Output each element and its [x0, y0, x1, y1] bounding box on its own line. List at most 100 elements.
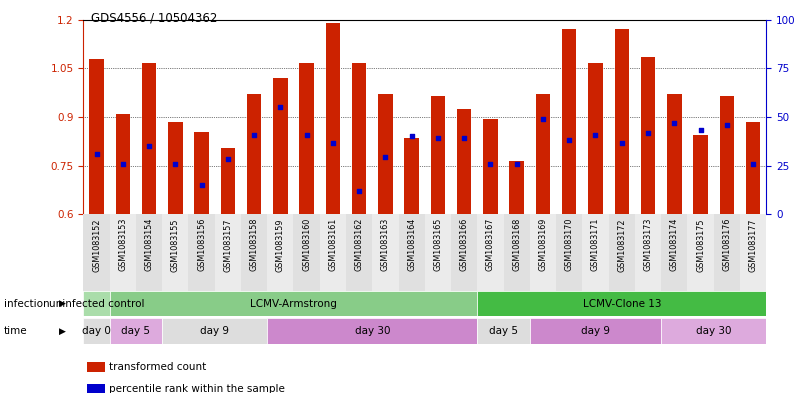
Point [563, 136, 576, 143]
Bar [83, 291, 110, 316]
Text: day 5: day 5 [489, 326, 518, 336]
Text: day 9: day 9 [200, 326, 229, 336]
Bar [582, 214, 609, 291]
Text: GSM1083157: GSM1083157 [223, 218, 233, 272]
Text: GSM1083175: GSM1083175 [696, 218, 705, 272]
Text: GSM1083169: GSM1083169 [538, 218, 548, 272]
Text: GSM1083176: GSM1083176 [723, 218, 731, 272]
Text: GDS4556 / 10504362: GDS4556 / 10504362 [91, 12, 218, 25]
Bar [294, 214, 320, 291]
Point [720, 122, 733, 128]
Point [432, 135, 445, 141]
Bar [268, 318, 477, 344]
Bar [503, 214, 530, 291]
Point [537, 116, 549, 122]
Bar [116, 114, 130, 214]
Text: day 5: day 5 [121, 326, 150, 336]
Bar [372, 214, 399, 291]
Point [169, 161, 182, 167]
Bar [661, 318, 766, 344]
Text: day 30: day 30 [696, 326, 731, 336]
Text: LCMV-Armstrong: LCMV-Armstrong [250, 299, 337, 309]
Point [222, 156, 234, 162]
Bar [188, 214, 214, 291]
Bar [83, 318, 110, 344]
Text: GSM1083171: GSM1083171 [591, 218, 600, 272]
Bar [195, 132, 209, 214]
Bar [320, 214, 346, 291]
Bar [404, 138, 419, 214]
Text: GSM1083156: GSM1083156 [197, 218, 206, 272]
Bar [536, 94, 550, 214]
Bar [714, 214, 740, 291]
Bar [89, 59, 104, 214]
Point [746, 161, 759, 167]
Bar [609, 214, 635, 291]
Bar [484, 119, 498, 214]
Bar [162, 214, 188, 291]
Text: percentile rank within the sample: percentile rank within the sample [109, 384, 285, 393]
Bar [110, 318, 162, 344]
Bar [83, 214, 110, 291]
Bar [221, 148, 235, 214]
Bar [477, 291, 766, 316]
Point [248, 132, 260, 138]
Point [589, 132, 602, 138]
Point [117, 161, 129, 167]
Bar [641, 57, 655, 214]
Bar [110, 291, 477, 316]
Bar [661, 214, 688, 291]
Bar [635, 214, 661, 291]
Point [353, 188, 365, 195]
Bar [110, 214, 136, 291]
Text: GSM1083153: GSM1083153 [118, 218, 127, 272]
Text: GSM1083160: GSM1083160 [302, 218, 311, 271]
Text: uninfected control: uninfected control [48, 299, 145, 309]
Text: GSM1083172: GSM1083172 [617, 218, 626, 272]
Point [668, 120, 680, 127]
Point [458, 135, 471, 141]
Bar [378, 94, 392, 214]
Bar [588, 63, 603, 214]
Point [195, 182, 208, 188]
Bar [214, 214, 241, 291]
Bar [667, 94, 681, 214]
Bar [268, 214, 294, 291]
Text: GSM1083155: GSM1083155 [171, 218, 179, 272]
Text: transformed count: transformed count [109, 362, 206, 373]
Bar [430, 96, 445, 214]
Text: GSM1083161: GSM1083161 [329, 218, 337, 271]
Bar [425, 214, 451, 291]
Bar [693, 135, 707, 214]
Bar [477, 214, 503, 291]
Point [91, 151, 103, 157]
Text: GSM1083167: GSM1083167 [486, 218, 495, 272]
Text: GSM1083164: GSM1083164 [407, 218, 416, 271]
Bar [719, 96, 734, 214]
Text: GSM1083174: GSM1083174 [670, 218, 679, 272]
Bar [168, 122, 183, 214]
Text: day 0: day 0 [82, 326, 111, 336]
Text: GSM1083166: GSM1083166 [460, 218, 468, 271]
Text: ▶: ▶ [59, 299, 66, 308]
Text: GSM1083177: GSM1083177 [749, 218, 757, 272]
Point [484, 161, 497, 167]
Text: GSM1083168: GSM1083168 [512, 218, 521, 271]
Bar [615, 29, 629, 214]
Bar [326, 23, 340, 214]
Bar [556, 214, 582, 291]
Bar [142, 63, 156, 214]
Point [511, 161, 523, 167]
Bar [399, 214, 425, 291]
Text: GSM1083173: GSM1083173 [643, 218, 653, 272]
Bar [247, 94, 261, 214]
Point [379, 154, 391, 161]
Bar [346, 214, 372, 291]
Point [300, 132, 313, 138]
Bar [740, 214, 766, 291]
Text: ▶: ▶ [59, 327, 66, 336]
Bar [273, 78, 287, 214]
Point [274, 104, 287, 110]
Bar [746, 122, 761, 214]
Text: day 30: day 30 [354, 326, 390, 336]
